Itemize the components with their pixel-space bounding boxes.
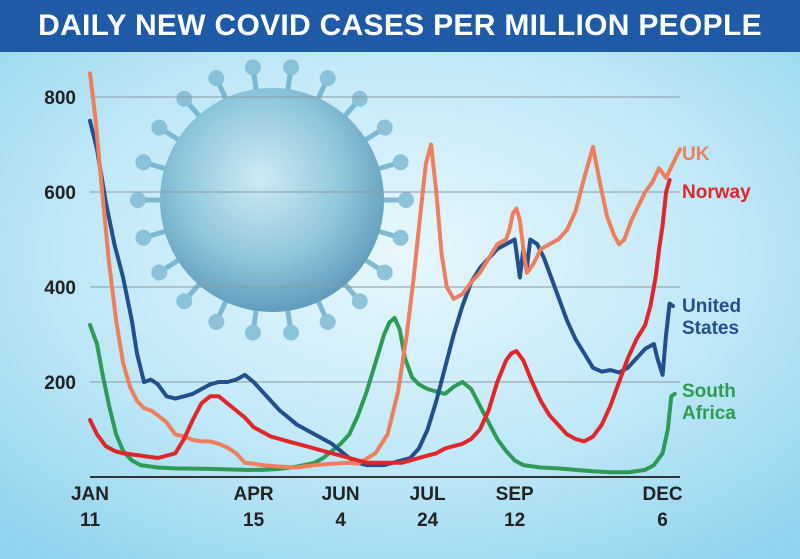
title-bar: DAILY NEW COVID CASES PER MILLION PEOPLE xyxy=(0,0,800,52)
virus-spike-tip xyxy=(398,192,414,208)
x-tick-month: JUL xyxy=(410,484,446,505)
virus-body xyxy=(160,88,384,312)
y-tick-label: 200 xyxy=(44,373,76,394)
virus-spike-tip xyxy=(351,90,368,107)
virus-spike-tip xyxy=(351,293,368,310)
x-tick-day: 6 xyxy=(657,510,668,531)
x-tick-day: 11 xyxy=(80,510,101,531)
virus-spike-tip xyxy=(319,70,336,87)
chart-background xyxy=(0,52,800,559)
x-axis-ticks: JAN 11 APR 15 JUN 4 JUL 24 SEP 12 DEC 6 xyxy=(71,484,683,531)
virus-spike-tip xyxy=(244,324,261,341)
y-axis-ticks: 200 400 600 800 xyxy=(44,88,76,394)
series-line-norway xyxy=(88,178,672,465)
virus-illustration xyxy=(130,59,414,341)
virus-spike-tip xyxy=(135,154,152,171)
virus-spike-tip xyxy=(176,293,193,310)
virus-spike-tip xyxy=(151,264,168,281)
series-line-uk xyxy=(88,71,682,470)
x-tick-day: 24 xyxy=(417,510,439,531)
virus-spike-tip xyxy=(208,70,225,87)
x-tick-day: 12 xyxy=(504,510,525,531)
virus-spike-tip xyxy=(130,192,146,208)
series-lines xyxy=(88,71,682,475)
chart-title: DAILY NEW COVID CASES PER MILLION PEOPLE xyxy=(38,9,762,42)
virus-spike-tip xyxy=(151,119,168,136)
x-tick-day: 15 xyxy=(243,510,265,531)
series-label-south-africa: South Africa xyxy=(682,381,736,424)
virus-spike-tip xyxy=(135,229,152,246)
virus-spike-tip xyxy=(376,119,393,136)
virus-spike-tip xyxy=(283,324,300,341)
x-tick-month: APR xyxy=(234,484,274,505)
virus-spike-tip xyxy=(376,264,393,281)
virus-spike-tip xyxy=(208,313,225,330)
x-tick-day: 4 xyxy=(335,510,346,531)
series-label-uk: UK xyxy=(682,144,710,165)
series-line-united-states xyxy=(88,118,675,468)
virus-spike-tip xyxy=(319,313,336,330)
y-tick-label: 600 xyxy=(44,183,76,204)
y-tick-label: 800 xyxy=(44,88,76,109)
series-label-united-states: United States xyxy=(682,296,741,339)
chart-area: 200 400 600 800 JAN 11 APR 15 JUN 4 JUL 24 SEP 12 DEC… xyxy=(0,52,800,559)
x-tick-month: JUN xyxy=(322,484,360,505)
x-tick-month: SEP xyxy=(496,484,534,505)
virus-spike-tip xyxy=(176,90,193,107)
virus-spike-tip xyxy=(392,154,409,171)
virus-spike-tip xyxy=(392,229,409,246)
virus-spike-tip xyxy=(244,59,261,76)
x-tick-month: JAN xyxy=(71,484,109,505)
series-line-south-africa xyxy=(88,315,677,475)
series-label-norway: Norway xyxy=(682,182,751,203)
y-tick-label: 400 xyxy=(44,278,76,299)
line-chart: 200 400 600 800 JAN 11 APR 15 JUN 4 JUL 24 SEP 12 DEC… xyxy=(0,52,800,559)
x-tick-month: DEC xyxy=(643,484,683,505)
virus-spike-tip xyxy=(283,59,300,76)
series-labels: UK Norway United States South Africa xyxy=(682,144,751,424)
